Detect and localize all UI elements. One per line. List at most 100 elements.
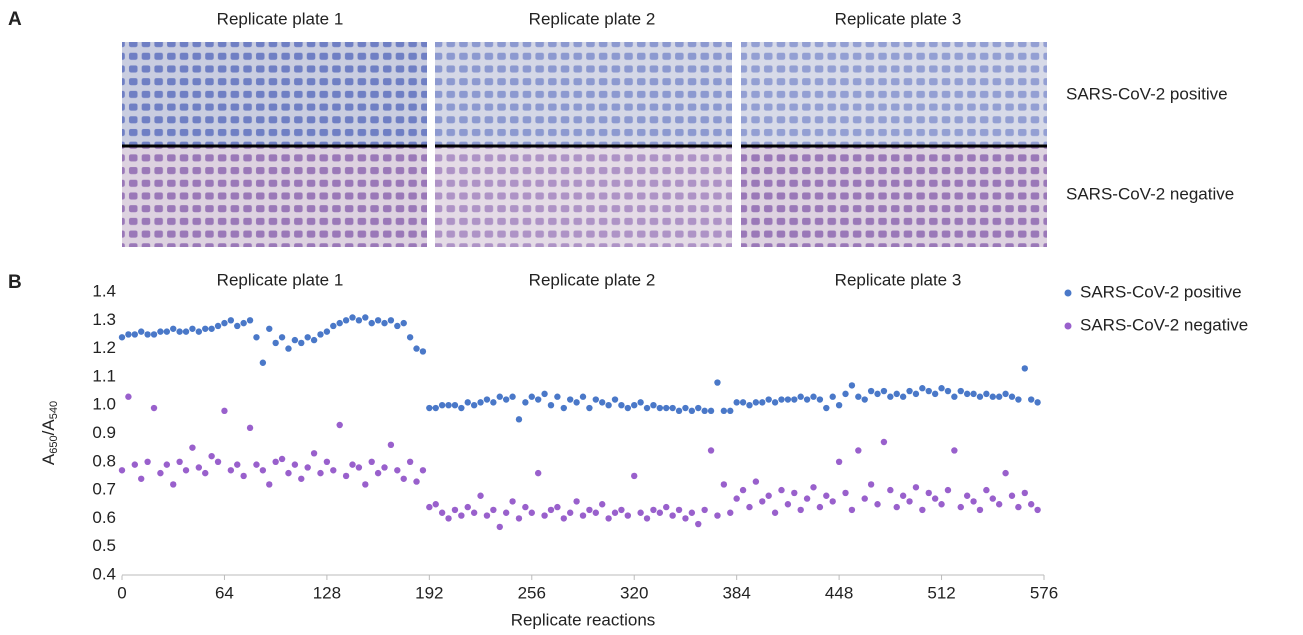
legend-label: SARS-CoV-2 negative [1080,315,1248,334]
data-point [374,469,382,477]
data-point [976,506,984,514]
data-point [995,393,1003,400]
data-point [803,495,811,502]
data-point [695,520,702,528]
data-point [701,506,708,514]
data-point [727,509,734,516]
data-point [214,458,222,465]
data-point [490,399,497,406]
data-point [259,359,267,366]
data-point [163,328,171,335]
data-point [739,399,747,406]
data-point [234,461,241,468]
data-point [1008,393,1016,400]
data-point [515,416,523,423]
data-point [554,503,561,511]
data-point [317,331,324,338]
y-tick-label: 0.5 [92,536,116,555]
y-tick-label: 1.4 [92,281,116,300]
data-point [656,509,664,516]
data-point [336,319,343,327]
data-point [368,458,375,465]
data-point [310,450,318,457]
data-point [919,385,926,392]
data-point [477,492,484,499]
data-point [861,396,868,403]
data-point [611,509,619,516]
data-point [253,461,260,468]
data-point [944,486,952,494]
data-point [618,402,625,409]
data-point [182,467,190,474]
data-point [624,512,632,519]
data-point [675,407,683,415]
data-point [1021,489,1028,497]
data-point [246,317,254,324]
data-point [970,390,977,398]
data-point [426,404,433,412]
data-point [406,458,414,465]
y-tick-label: 0.8 [92,451,116,470]
data-point [823,492,830,499]
data-point [714,512,721,519]
data-point [579,512,587,519]
data-point [310,336,318,344]
data-point [330,467,337,474]
data-point [336,421,343,429]
data-point [682,515,689,522]
data-point [695,404,702,412]
data-point [118,334,126,341]
data-point [643,515,651,522]
data-point [118,467,126,474]
data-point [534,396,542,403]
data-point [176,458,183,465]
plate-annotation: Replicate plate 2 [529,270,656,289]
data-point [867,387,875,395]
data-point [451,402,459,409]
y-tick-label: 0.4 [92,564,116,583]
data-point [855,393,862,400]
data-point [816,503,824,511]
data-point [605,515,612,522]
data-point [170,481,177,488]
data-point [131,461,139,468]
data-point [182,328,190,335]
data-point [599,399,606,406]
x-tick-label: 192 [415,583,443,602]
data-point [163,461,171,468]
data-point [374,317,382,324]
x-tick-label: 320 [620,583,648,602]
data-point [285,469,292,477]
data-point [202,325,209,332]
data-point [784,396,792,403]
data-point [1015,503,1022,511]
data-point [624,404,632,412]
data-point [176,328,183,335]
data-point [291,461,299,468]
data-point [874,390,881,398]
data-point [823,404,830,412]
data-point [458,512,465,519]
data-point [829,498,836,505]
y-tick-label: 0.7 [92,480,116,499]
data-point [240,319,247,327]
data-point [208,452,215,460]
data-point [445,402,452,409]
data-point [631,472,638,480]
data-point [906,387,913,395]
data-point [394,322,401,330]
data-point [765,396,772,403]
data-point [528,393,535,400]
data-point [496,393,503,400]
data-point [464,503,471,511]
x-tick-label: 256 [518,583,546,602]
data-point [944,387,952,395]
data-point [483,512,491,519]
data-point [816,396,824,403]
data-point [355,464,363,471]
data-point [746,503,753,511]
data-point [592,396,600,403]
data-point [278,455,286,463]
data-point [541,512,548,519]
data-point [861,495,868,502]
